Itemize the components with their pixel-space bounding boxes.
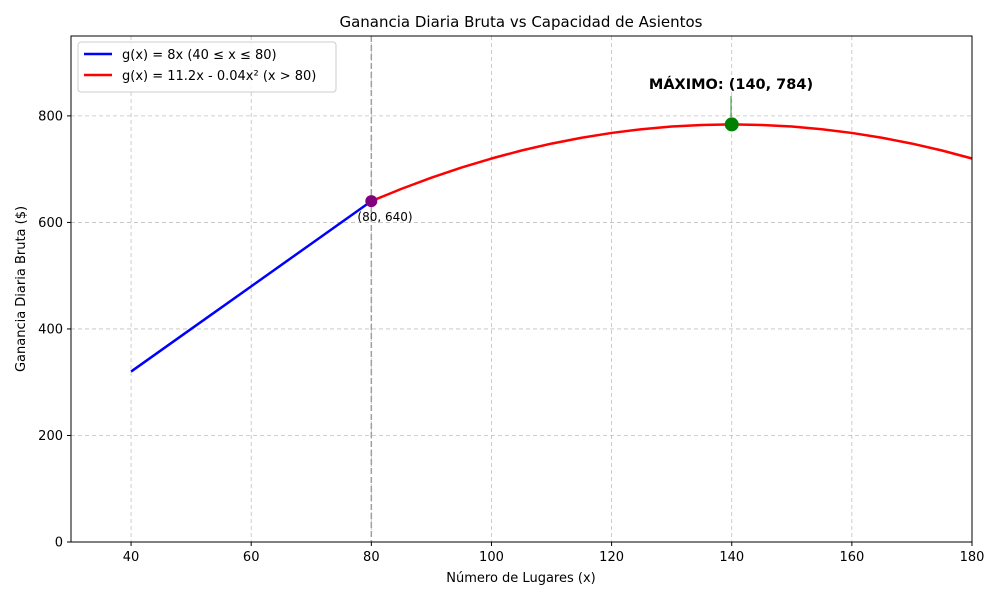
x-tick-label: 160: [839, 550, 864, 565]
legend-label-quadratic: g(x) = 11.2x - 0.04x² (x > 80): [122, 69, 316, 84]
y-tick-label: 0: [55, 536, 63, 551]
plot-frame: [70, 35, 973, 543]
legend-box: [77, 41, 337, 93]
breakpoint-marker: [365, 195, 378, 208]
breakpoint-annotation-label: (80, 640): [357, 210, 412, 224]
x-tick-label: 120: [599, 550, 624, 565]
x-tick-label: 40: [123, 550, 140, 565]
y-axis-ticks: 0 200 400 600 800: [38, 109, 71, 551]
maximum-marker: [724, 117, 739, 132]
chart-title: Ganancia Diaria Bruta vs Capacidad de As…: [339, 13, 702, 31]
y-tick-label: 200: [38, 429, 63, 444]
x-tick-label: 140: [719, 550, 744, 565]
legend: g(x) = 8x (40 ≤ x ≤ 80) g(x) = 11.2x - 0…: [77, 41, 337, 93]
x-tick-label: 180: [960, 550, 985, 565]
annotations: MÁXIMO: (140, 784) (80, 640): [357, 76, 813, 224]
x-axis-ticks: 40 60 80 100 120 140 160 180: [123, 542, 985, 565]
highlight-points: [365, 117, 739, 208]
y-tick-label: 800: [38, 109, 63, 124]
x-tick-label: 100: [479, 550, 504, 565]
series-line-quadratic: [370, 123, 973, 203]
y-axis-label: Ganancia Diaria Bruta ($): [14, 206, 29, 372]
y-tick-label: 600: [38, 216, 63, 231]
x-axis-label: Número de Lugares (x): [446, 571, 595, 586]
x-tick-label: 60: [243, 550, 260, 565]
y-tick-label: 400: [38, 322, 63, 337]
legend-label-linear: g(x) = 8x (40 ≤ x ≤ 80): [122, 48, 277, 63]
x-tick-label: 80: [363, 550, 380, 565]
series-lines: [130, 123, 973, 373]
max-annotation-label: MÁXIMO: (140, 784): [649, 76, 813, 93]
series-line-linear: [130, 200, 373, 373]
